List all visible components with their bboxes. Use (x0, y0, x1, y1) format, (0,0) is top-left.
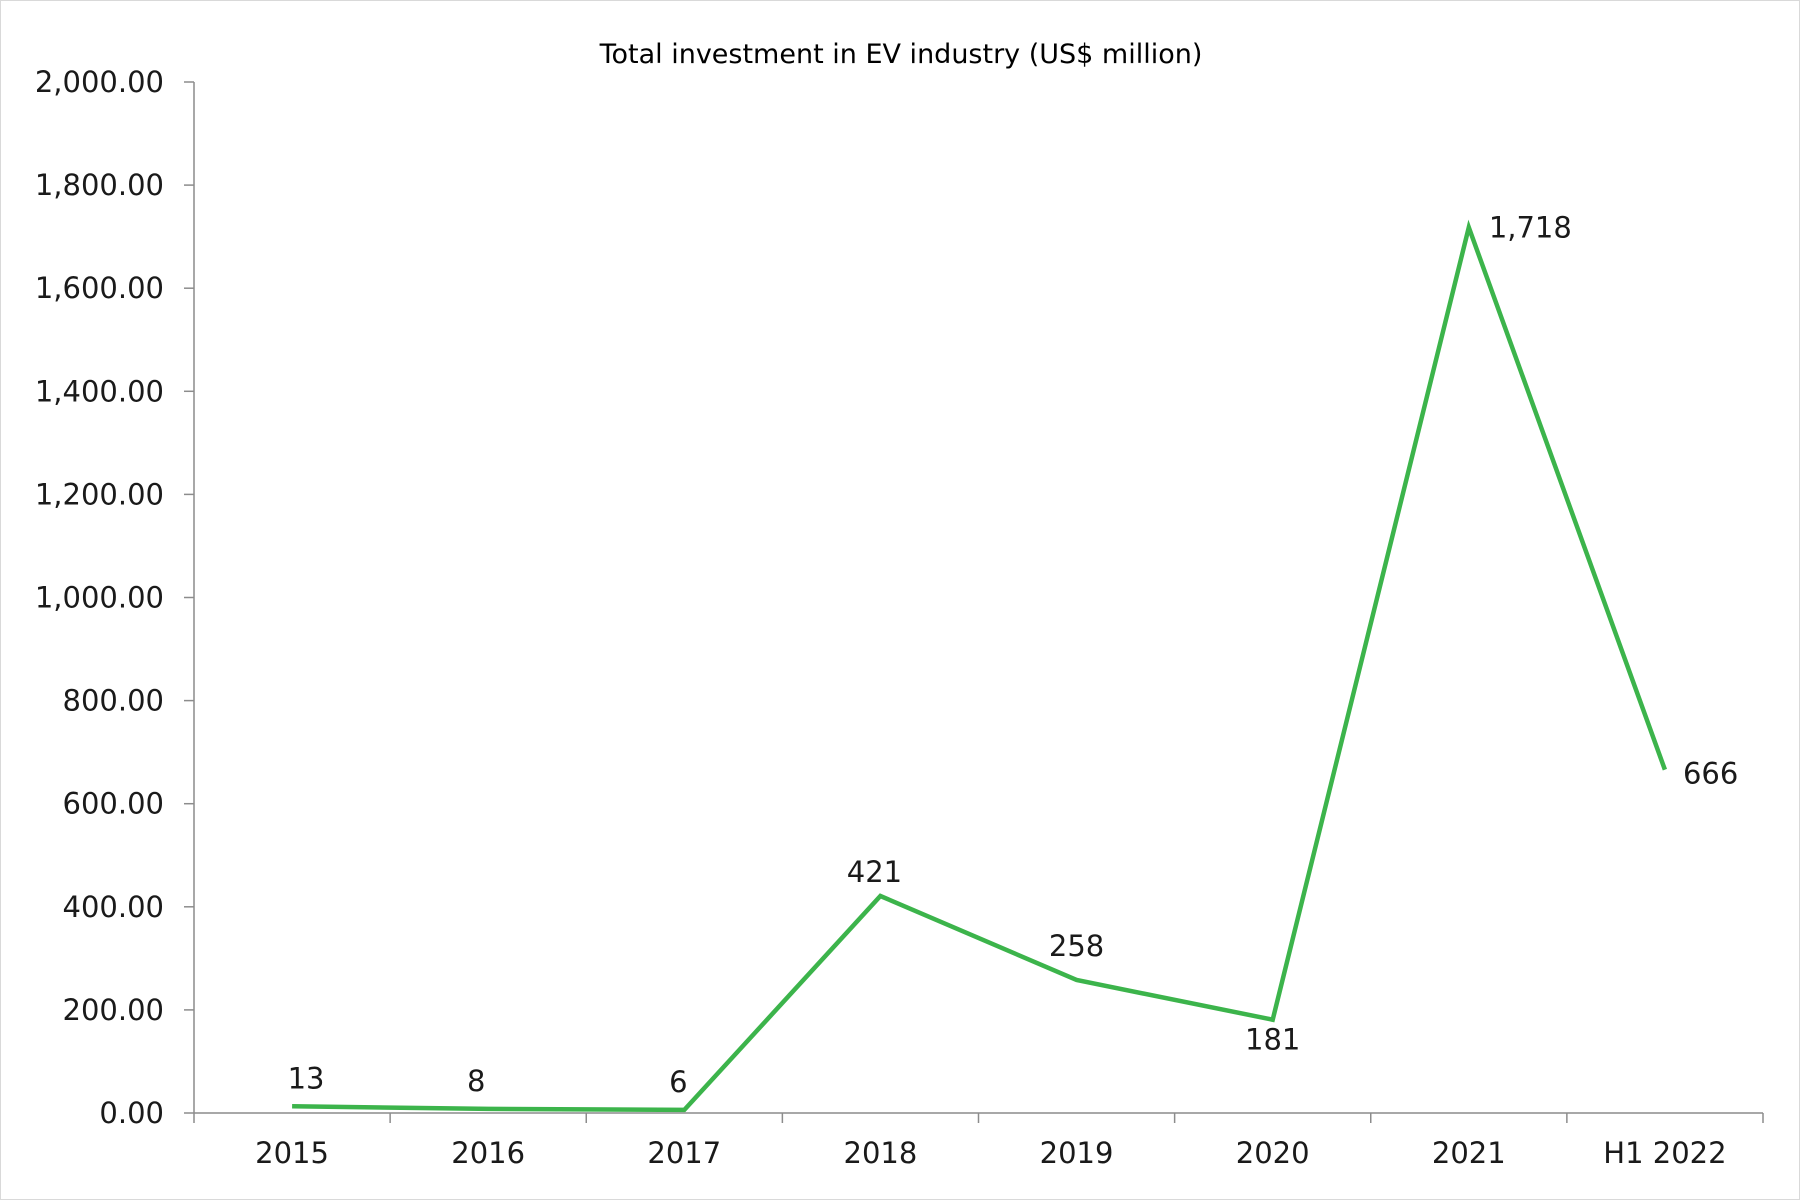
tick-labels: 0.00 200.00 400.00 600.00 800.00 1,000.00 1,20… (35, 65, 1727, 1170)
data-label: 1,718 (1489, 210, 1572, 244)
series-line (292, 219, 1668, 1113)
axes (184, 81, 1764, 1123)
y-tick-label: 600.00 (63, 787, 164, 821)
data-label: 181 (1245, 1023, 1300, 1057)
x-tick-label: 2017 (647, 1136, 721, 1170)
data-labels: 13 8 6 421 258 181 1,718 666 (288, 210, 1739, 1099)
data-label: 8 (467, 1064, 485, 1098)
x-tick-label: 2018 (844, 1136, 918, 1170)
y-tick-label: 0.00 (99, 1096, 164, 1130)
x-tick-label: 2016 (451, 1136, 525, 1170)
series-layer (292, 219, 1668, 1113)
y-tick-label: 1,600.00 (35, 271, 164, 305)
y-tick-label: 1,200.00 (35, 477, 164, 511)
x-tick-label: H1 2022 (1603, 1136, 1726, 1170)
y-tick-label: 1,800.00 (35, 168, 164, 202)
data-label: 421 (847, 855, 902, 889)
y-tick-label: 800.00 (63, 684, 164, 718)
x-tick-label: 2015 (255, 1136, 329, 1170)
data-label: 666 (1683, 757, 1738, 791)
data-label: 13 (288, 1061, 325, 1095)
x-tick-label: 2019 (1040, 1136, 1114, 1170)
data-label: 258 (1049, 929, 1104, 963)
x-tick-label: 2020 (1236, 1136, 1310, 1170)
y-tick-label: 2,000.00 (35, 65, 164, 99)
data-label: 6 (669, 1065, 687, 1099)
y-tick-label: 1,000.00 (35, 581, 164, 615)
chart-title: Total investment in EV industry (US$ mil… (599, 39, 1203, 70)
x-tick-label: 2021 (1432, 1136, 1506, 1170)
y-tick-label: 1,400.00 (35, 374, 164, 408)
y-tick-label: 400.00 (63, 890, 164, 924)
y-tick-label: 200.00 (63, 993, 164, 1027)
